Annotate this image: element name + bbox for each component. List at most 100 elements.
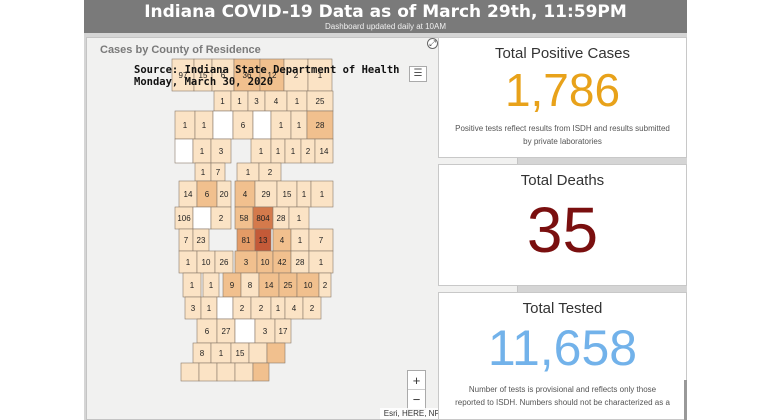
positive-value: 1,786 (504, 64, 621, 116)
county-case-label: 42 (278, 258, 287, 267)
county-case-label: 1 (183, 121, 188, 130)
county-case-label: 4 (280, 236, 285, 245)
county-shape[interactable] (283, 58, 309, 92)
county-case-label: 2 (294, 71, 299, 80)
county-case-label: 6 (221, 71, 226, 80)
zoom-out-button[interactable]: − (412, 392, 421, 407)
county-case-label: 6 (205, 327, 210, 336)
county-shape[interactable] (302, 296, 322, 320)
county-case-label: 2 (310, 304, 315, 313)
county-shape[interactable] (318, 272, 332, 298)
county-case-label: 27 (222, 327, 231, 336)
zoom-in-button[interactable]: + (408, 371, 425, 390)
county-case-label: 7 (216, 168, 221, 177)
positive-note: Positive tests reflect results from ISDH… (455, 124, 670, 146)
county-shape[interactable] (259, 58, 285, 92)
total-positive-card: Total Positive Cases 1,786 Positive test… (438, 37, 687, 158)
map-source-line: Source: Indiana State Department of Heal… (134, 64, 400, 76)
county-case-label: 1 (219, 349, 224, 358)
county-case-label: 3 (263, 327, 268, 336)
county-shape[interactable] (210, 206, 232, 230)
county-case-label: 6 (205, 190, 210, 199)
county-case-label: 3 (191, 304, 196, 313)
county-case-label: 28 (316, 121, 325, 130)
county-case-label: 1 (279, 121, 284, 130)
county-case-label: 2 (323, 281, 328, 290)
map-source-text: Source: Indiana State Department of Heal… (134, 64, 400, 88)
map-source-date: Monday, March 30, 2020 (134, 76, 274, 88)
county-case-label: 1 (276, 304, 281, 313)
county-case-label: 1 (259, 147, 264, 156)
county-case-label: 14 (184, 190, 193, 199)
county-shape[interactable] (216, 362, 236, 382)
county-case-label: 1 (209, 281, 214, 290)
county-shape[interactable] (234, 318, 256, 344)
county-case-label: 2 (268, 168, 273, 177)
county-case-label: 10 (202, 258, 211, 267)
county-shape[interactable] (198, 362, 218, 382)
dashboard-title: Indiana COVID-19 Data as of March 29th, … (144, 2, 627, 22)
deaths-title: Total Deaths (520, 172, 605, 189)
county-case-label: 1 (297, 121, 302, 130)
county-case-label: 9 (230, 281, 235, 290)
tested-value: 11,658 (487, 320, 638, 376)
county-case-label: 15 (283, 190, 292, 199)
county-case-label: 29 (262, 190, 271, 199)
total-tested-card: Total Tested 11,658 Number of tests is p… (438, 292, 687, 420)
county-case-label: 14 (320, 147, 329, 156)
county-shape[interactable] (314, 138, 334, 164)
county-case-label: 15 (236, 349, 245, 358)
county-shape[interactable] (174, 138, 194, 164)
legend-list-icon[interactable]: ☰ (409, 66, 427, 82)
county-case-label: 2 (219, 214, 224, 223)
county-case-label: 1 (319, 258, 324, 267)
county-shape[interactable] (306, 110, 334, 140)
dashboard-header: Indiana COVID-19 Data as of March 29th, … (84, 0, 687, 33)
county-case-label: 58 (240, 214, 249, 223)
county-case-label: 1 (202, 121, 207, 130)
deaths-value: 35 (526, 194, 599, 266)
indiana-county-map[interactable]: 97 15 6 36 12 2 11 1 3 4 1 251 1 6 1 1 281 3 1 1 1 2 141 7 1 214 6… (87, 38, 518, 420)
county-case-label: 13 (259, 236, 268, 245)
county-shape[interactable] (252, 362, 270, 382)
county-shape[interactable] (266, 342, 286, 364)
zoom-control[interactable]: + − (407, 370, 426, 410)
expand-icon[interactable]: ⤢ (427, 38, 438, 49)
county-case-label: 10 (261, 258, 270, 267)
county-case-label: 23 (197, 236, 206, 245)
county-shape[interactable] (234, 362, 254, 382)
county-case-label: 7 (184, 236, 189, 245)
county-shape[interactable] (192, 206, 212, 230)
scrollbar[interactable] (684, 380, 687, 420)
county-shape[interactable] (248, 342, 268, 364)
dashboard: Indiana COVID-19 Data as of March 29th, … (84, 0, 687, 420)
county-case-label: 17 (279, 327, 288, 336)
county-case-label: 2 (240, 304, 245, 313)
county-case-label: 25 (316, 97, 325, 106)
county-case-label: 1 (298, 236, 303, 245)
county-case-label: 1 (200, 147, 205, 156)
county-case-label: 4 (292, 304, 297, 313)
county-case-label: 1 (186, 258, 191, 267)
county-shape[interactable] (212, 110, 234, 140)
county-case-label: 6 (241, 121, 246, 130)
county-shape[interactable] (233, 58, 261, 92)
county-shape[interactable] (310, 180, 334, 208)
county-case-label: 7 (319, 236, 324, 245)
county-case-label: 1 (318, 71, 323, 80)
total-deaths-card: Total Deaths 35 (438, 164, 687, 286)
county-case-label: 36 (243, 71, 252, 80)
county-case-label: 2 (306, 147, 311, 156)
county-case-label: 10 (304, 281, 313, 290)
county-shape[interactable] (252, 110, 272, 140)
county-shape[interactable] (180, 362, 200, 382)
dashboard-subtitle: Dashboard updated daily at 10AM (325, 22, 446, 31)
county-case-label: 1 (246, 168, 251, 177)
county-case-label: 97 (179, 71, 188, 80)
county-case-label: 3 (254, 97, 259, 106)
county-case-label: 804 (256, 214, 270, 223)
county-shape[interactable] (307, 58, 333, 92)
county-shape[interactable] (216, 296, 234, 320)
county-case-label: 81 (242, 236, 251, 245)
county-case-label: 1 (297, 214, 302, 223)
